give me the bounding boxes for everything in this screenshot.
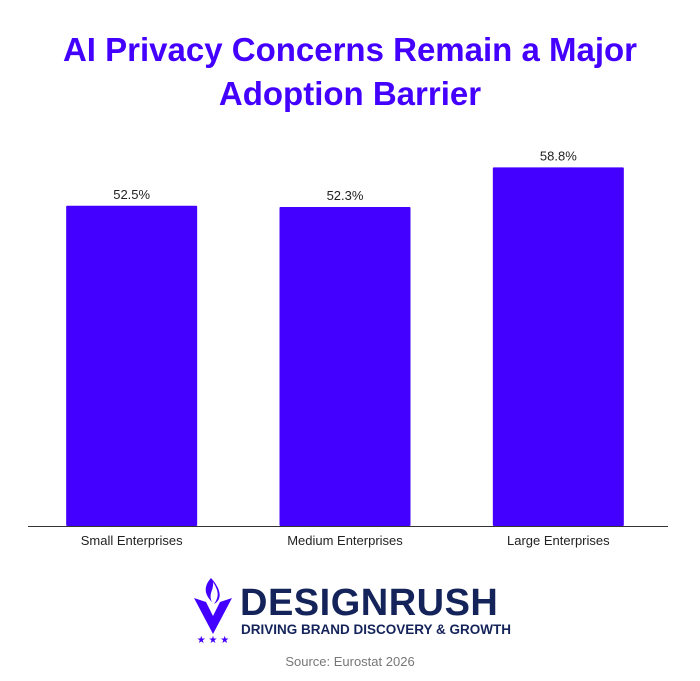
- bar-chart: 52.5% Small Enterprises 52.3% Medium Enterp…: [28, 148, 668, 548]
- source-note: Source: Eurostat 2026: [285, 654, 415, 669]
- x-tick-label: Large Enterprises: [507, 533, 610, 548]
- bar: [279, 206, 411, 526]
- brand-tagline: DRIVING BRAND DISCOVERY & GROWTH: [241, 622, 512, 637]
- chart-title: AI Privacy Concerns Remain a Major Adopt…: [62, 31, 638, 112]
- x-tick-label: Small Enterprises: [81, 533, 183, 548]
- data-label: 52.5%: [113, 187, 150, 202]
- bar: [492, 167, 624, 526]
- svg-text:★ ★ ★: ★ ★ ★: [197, 635, 229, 644]
- data-label: 58.8%: [540, 148, 577, 163]
- x-tick-label: Medium Enterprises: [287, 533, 403, 548]
- brand-name: DESIGNRUSH: [240, 582, 499, 624]
- data-label: 52.3%: [327, 188, 364, 203]
- designrush-logo-icon: ★ ★ ★: [194, 578, 232, 644]
- bar: [66, 205, 198, 526]
